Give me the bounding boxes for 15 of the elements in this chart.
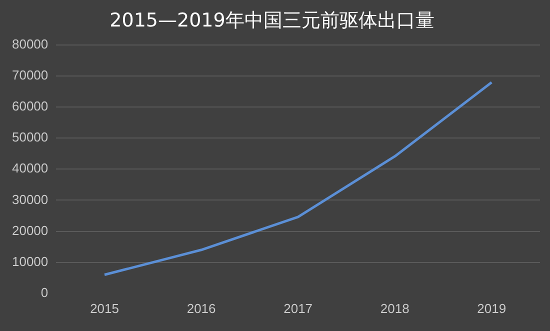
y-tick-label: 30000 xyxy=(12,192,48,207)
chart-title: 2015—2019年中国三元前驱体出口量 xyxy=(110,9,434,32)
y-tick-label: 70000 xyxy=(12,67,48,82)
x-tick-label: 2016 xyxy=(186,300,216,316)
x-tick-label: 2017 xyxy=(284,300,313,316)
y-tick-label: 60000 xyxy=(12,98,48,114)
y-tick-label: 20000 xyxy=(12,222,48,238)
y-tick-label: 0 xyxy=(40,284,48,300)
y-tick-label: 10000 xyxy=(12,254,48,269)
y-tick-label: 40000 xyxy=(12,160,48,176)
y-tick-label: 80000 xyxy=(12,36,48,52)
x-tick-label: 2018 xyxy=(380,300,410,316)
x-tick-label: 2015 xyxy=(90,300,119,316)
x-tick-label: 2019 xyxy=(477,300,506,316)
y-tick-label: 50000 xyxy=(12,130,48,145)
